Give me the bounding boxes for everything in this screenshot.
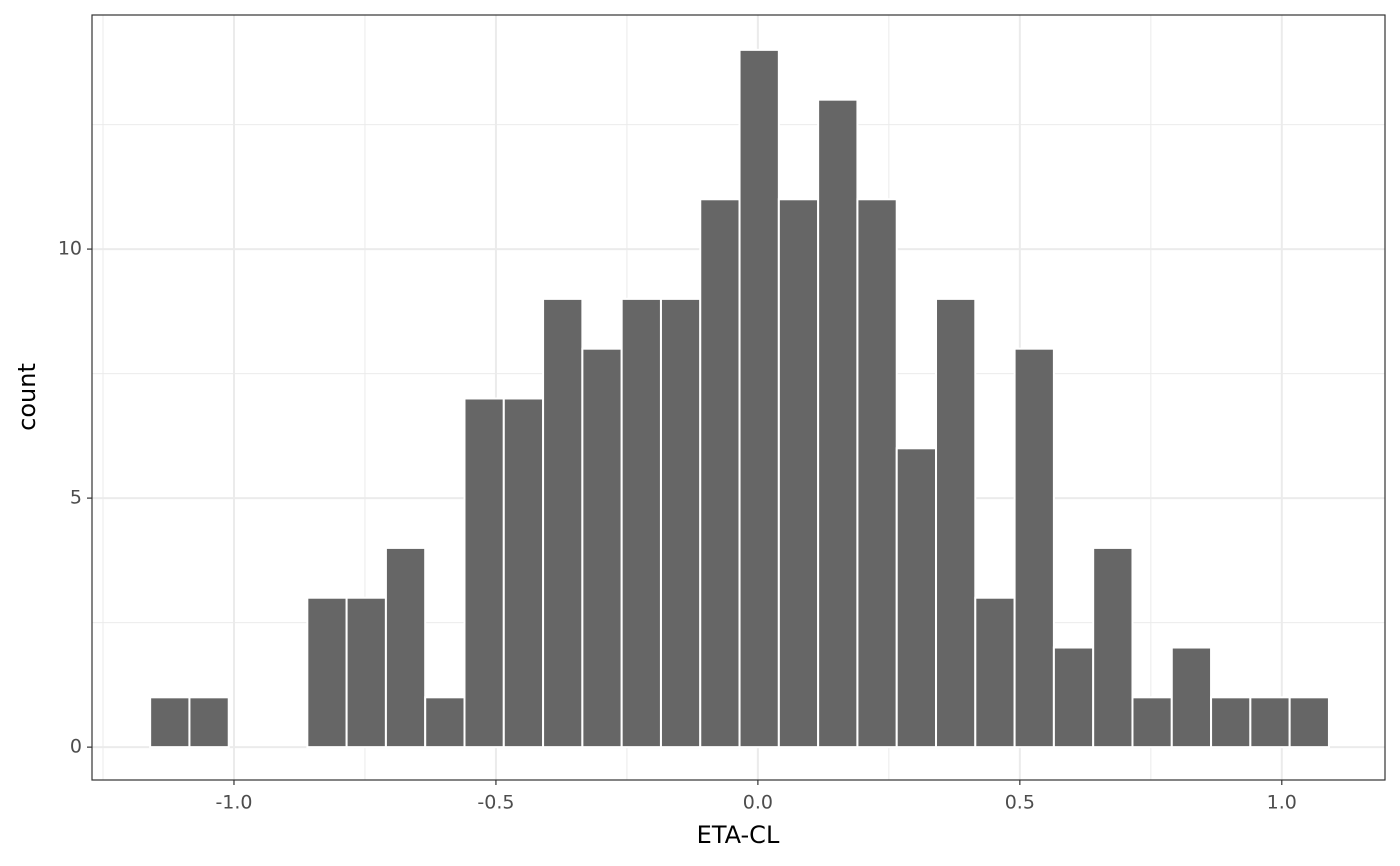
bar (306, 596, 348, 749)
bar (777, 198, 820, 749)
x-tick-label: 1.0 (1267, 792, 1297, 814)
x-tick-label: 0.5 (1005, 792, 1035, 814)
bar (1092, 546, 1134, 749)
y-tick-label: 10 (58, 238, 82, 260)
x-axis-title: ETA-CL (697, 821, 780, 849)
bar (1288, 696, 1330, 749)
bar (974, 596, 1016, 749)
bar (935, 297, 977, 749)
bar (659, 297, 702, 749)
bar (699, 198, 741, 749)
bar (188, 696, 230, 749)
x-tick-label: 0.0 (743, 792, 773, 814)
bar (1210, 696, 1252, 749)
bar (895, 447, 938, 749)
bar (738, 48, 780, 749)
bar (1013, 347, 1055, 749)
x-tick-label: -0.5 (477, 792, 514, 814)
bar (1052, 646, 1095, 749)
bar (384, 546, 427, 749)
bar (502, 397, 545, 749)
bar (149, 696, 191, 749)
bar (542, 297, 584, 749)
bar (581, 347, 623, 749)
y-tick-label: 5 (70, 487, 82, 509)
bars (149, 48, 1330, 749)
panel-border (91, 14, 1386, 781)
bar (620, 297, 662, 749)
bar (1170, 646, 1213, 749)
bar (856, 198, 898, 749)
bar (1131, 696, 1173, 749)
bar (345, 596, 387, 749)
bar (463, 397, 505, 749)
bar (1249, 696, 1291, 749)
bar (817, 98, 859, 749)
y-axis-title: count (13, 363, 41, 431)
x-tick-label: -1.0 (215, 792, 252, 814)
y-tick-label: 0 (70, 736, 82, 758)
bar (424, 696, 466, 749)
